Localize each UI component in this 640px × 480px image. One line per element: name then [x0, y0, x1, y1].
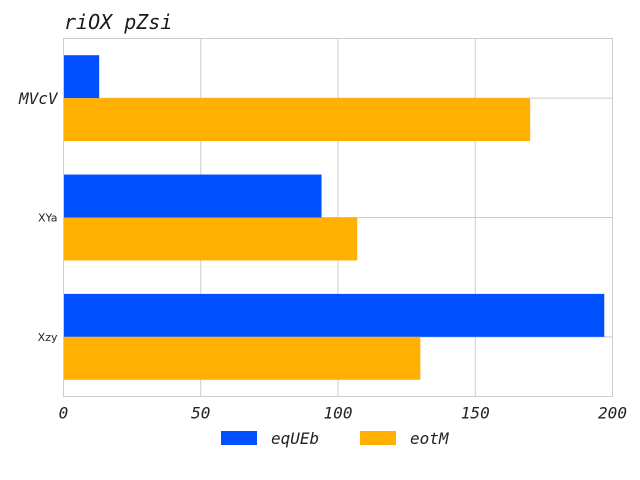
bars [63, 55, 605, 380]
plot-frame [63, 38, 613, 397]
x-tick-label: 100 [324, 404, 353, 423]
bar-eotM-MVcV [63, 98, 531, 142]
bar-eqUEb-Xzy [63, 293, 605, 337]
bar-eotM-XYa [63, 217, 358, 261]
x-axis-ticks: 0 50 100 150 200 [59, 404, 627, 423]
bar-eotM-Xzy [63, 336, 421, 380]
x-tick-label: 0 [59, 404, 69, 423]
legend-swatch-eotM [360, 431, 396, 445]
legend-label-eotM: eotM [410, 429, 450, 448]
legend: eqUEb eotM [221, 429, 450, 448]
y-tick-label: Xzy [38, 331, 58, 344]
y-tick-label: MVcV [18, 89, 59, 108]
bar-eqUEb-MVcV [63, 55, 100, 99]
x-tick-label: 200 [598, 404, 627, 423]
x-tick-label: 50 [191, 404, 210, 423]
x-tick-label: 150 [461, 404, 490, 423]
legend-swatch-eqUEb [221, 431, 257, 445]
bar-eqUEb-XYa [63, 174, 322, 218]
legend-label-eqUEb: eqUEb [271, 429, 319, 448]
chart-title: riOX pZsi [64, 10, 172, 34]
y-axis-ticks: MVcV XYa Xzy [18, 89, 59, 344]
y-tick-label: XYa [38, 212, 57, 225]
